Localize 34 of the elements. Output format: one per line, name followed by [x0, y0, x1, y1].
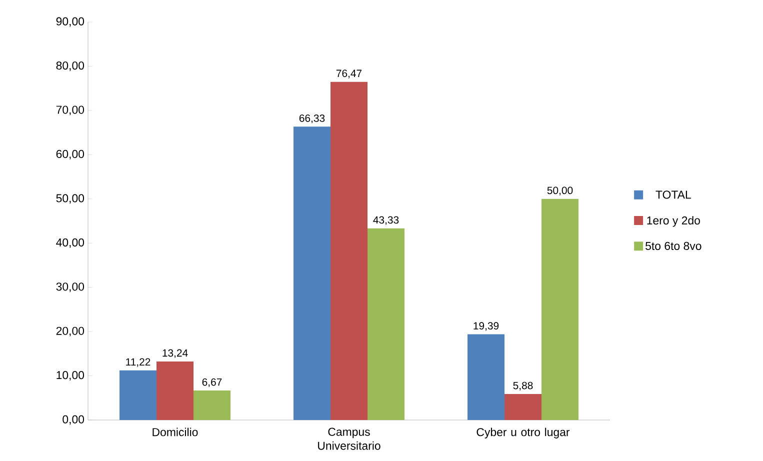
data-label: 13,24	[162, 349, 188, 358]
y-tick-label: 10,00	[56, 371, 84, 381]
x-tick-label: Cyber u otro lugar	[476, 428, 570, 438]
bar	[120, 370, 156, 420]
y-tick-label: 40,00	[56, 238, 84, 248]
x-tick-label: Domicilio	[152, 428, 198, 436]
bar	[542, 198, 579, 420]
bar	[194, 390, 231, 420]
legend-label: TOTAL	[656, 190, 691, 199]
data-label: 43,33	[373, 216, 399, 225]
bar	[294, 126, 331, 420]
y-tick-label: 30,00	[56, 282, 84, 292]
bar	[504, 394, 542, 420]
y-tick-label: 20,00	[56, 326, 84, 336]
bar	[156, 361, 194, 420]
legend-label: 5to 6to 8vo	[646, 242, 702, 250]
y-tick-label: 70,00	[56, 106, 84, 116]
data-label: 66,33	[299, 114, 325, 124]
y-tick-label: 0,00	[62, 415, 84, 425]
bar	[368, 228, 405, 420]
data-label: 6,67	[202, 378, 222, 387]
data-label: 5,88	[513, 382, 533, 390]
bar	[330, 82, 368, 420]
y-tick-label: 60,00	[56, 150, 84, 160]
data-label: 76,47	[336, 70, 362, 78]
y-tick-label: 80,00	[56, 61, 84, 71]
data-label: 11,22	[126, 358, 150, 367]
y-tick-label: 90,00	[56, 17, 84, 27]
x-tick-label: Campus Universitario	[318, 428, 380, 450]
data-label: 19,39	[474, 322, 499, 331]
y-tick-label: 50,00	[56, 194, 84, 204]
legend-label: 1ero y 2do	[647, 216, 700, 227]
data-label: 50,00	[547, 186, 573, 196]
bar	[468, 334, 505, 420]
